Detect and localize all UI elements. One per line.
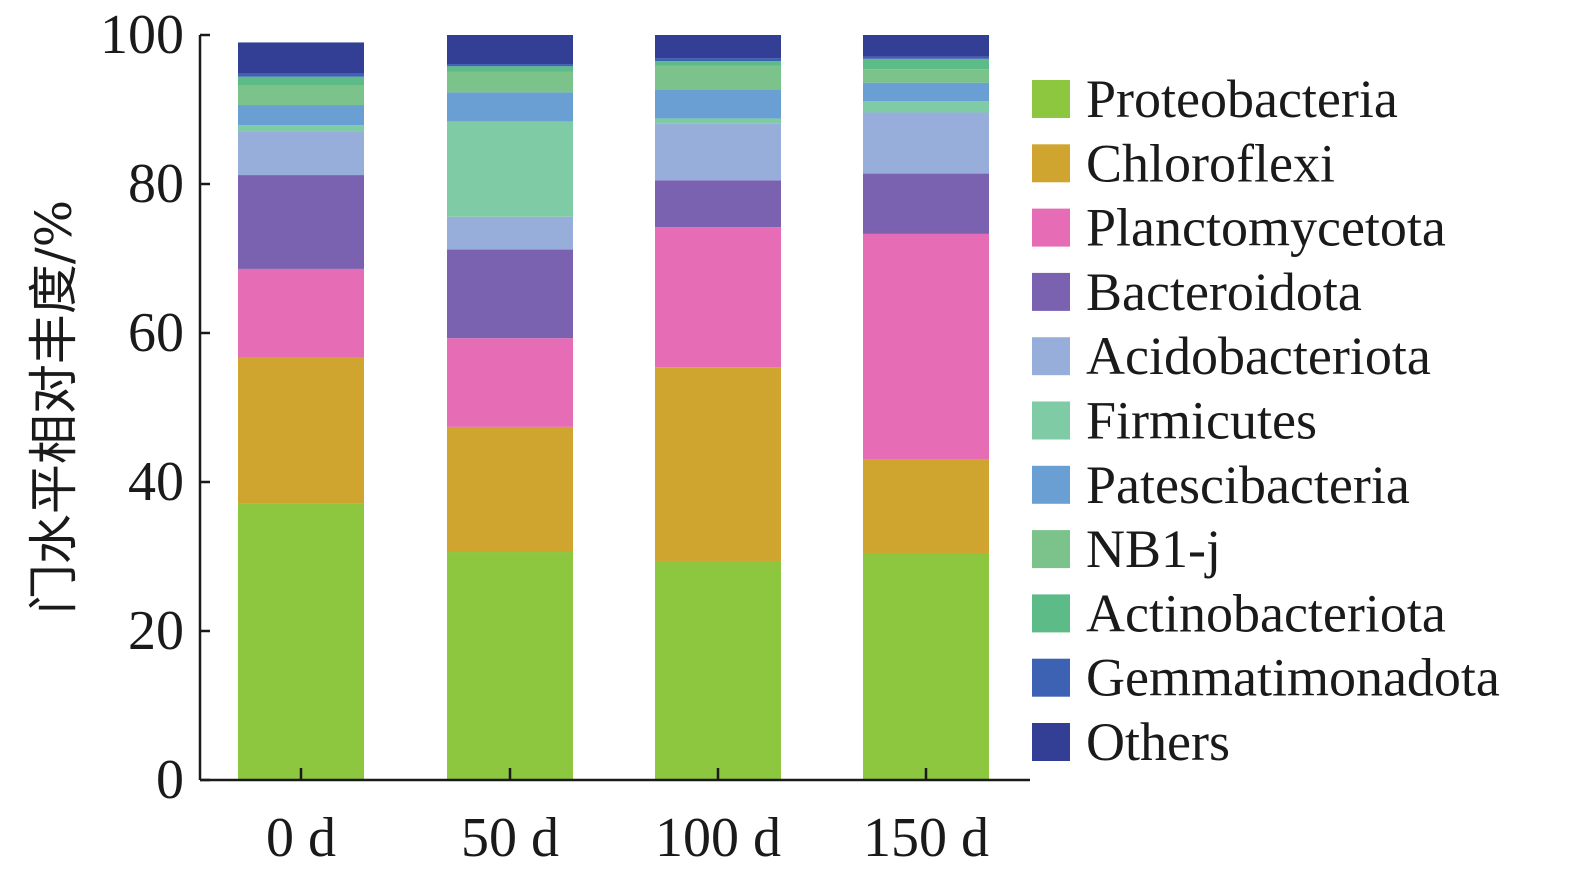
y-ticks-group: 0 20 40 60 80 100 [100,4,210,811]
x-tick-label-0: 0 d [266,807,336,869]
legend-swatch-firmicutes [1032,401,1070,440]
x-tick-label-1: 50 d [461,807,559,869]
legend-swatch-others [1032,723,1070,761]
legend-label-acidobacteriota: Acidobacteriota [1086,326,1431,386]
y-tick-label-0: 0 [156,749,184,811]
bar-segment-others-1 [447,35,573,65]
bar-segment-patescibacteria-1 [447,92,573,122]
bar-segment-proteobacteria-3 [863,553,989,780]
y-tick-label-4: 80 [128,153,184,215]
bar-segment-nb1-j-2 [655,65,781,90]
bar-segment-gemmatimonadota-2 [655,58,781,62]
legend-label-bacteroidota: Bacteroidota [1086,262,1362,322]
legend-label-nb1-j: NB1-j [1086,519,1221,579]
bar-segment-planctomycetota-3 [863,233,989,460]
bar-segment-nb1-j-1 [447,71,573,93]
bar-segment-firmicutes-2 [655,118,781,124]
y-tick-label-1: 20 [128,600,184,662]
bars-group [238,35,989,780]
bar-segment-others-3 [863,35,989,57]
bar-segment-acidobacteriota-1 [447,216,573,250]
bar-segment-nb1-j-3 [863,69,989,83]
bar-segment-bacteroidota-1 [447,249,573,339]
bar-segment-actinobacteriota-1 [447,66,573,72]
bar-segment-firmicutes-1 [447,121,573,217]
legend-swatch-proteobacteria [1032,80,1070,118]
bar-segment-bacteroidota-3 [863,173,989,234]
bar-segment-bacteroidota-2 [655,180,781,228]
bar-segment-firmicutes-3 [863,101,989,113]
bar-segment-bacteroidota-0 [238,175,364,269]
y-tick-label-3: 60 [128,302,184,364]
legend-swatch-nb1-j [1032,530,1070,569]
bar-segment-proteobacteria-2 [655,560,781,780]
bar-segment-chloroflexi-3 [863,459,989,554]
legend-label-patescibacteria: Patescibacteria [1086,455,1410,515]
legend-swatch-patescibacteria [1032,465,1070,504]
bar-segment-acidobacteriota-3 [863,112,989,174]
bar-segment-actinobacteriota-0 [238,76,364,86]
legend-label-gemmatimonadota: Gemmatimonadota [1086,648,1500,708]
legend-swatch-acidobacteriota [1032,337,1070,376]
bar-segment-others-2 [655,35,781,59]
bar-segment-patescibacteria-0 [238,105,364,126]
x-ticks-group: 0 d 50 d 100 d 150 d [266,768,989,869]
legend-swatch-gemmatimonadota [1032,658,1070,697]
bar-segment-others-0 [238,42,364,73]
legend-label-others: Others [1086,712,1230,772]
bar-segment-planctomycetota-1 [447,338,573,427]
bar-segment-gemmatimonadota-1 [447,64,573,67]
bar-segment-gemmatimonadota-3 [863,56,989,59]
legend-swatch-bacteroidota [1032,272,1070,311]
y-tick-label-2: 40 [128,451,184,513]
legend-label-firmicutes: Firmicutes [1086,391,1317,451]
bar-segment-firmicutes-0 [238,125,364,132]
bar-segment-nb1-j-0 [238,85,364,106]
bar-segment-actinobacteriota-2 [655,61,781,66]
legend-swatch-chloroflexi [1032,144,1070,183]
bar-segment-proteobacteria-0 [238,503,364,780]
legend-label-planctomycetota: Planctomycetota [1086,198,1446,258]
y-tick-label-5: 100 [100,4,184,66]
bar-segment-planctomycetota-0 [238,268,364,358]
bar-segment-acidobacteriota-2 [655,123,781,181]
bar-segment-gemmatimonadota-0 [238,72,364,77]
x-tick-label-3: 150 d [863,807,989,869]
x-tick-label-2: 100 d [655,807,781,869]
bar-segment-chloroflexi-2 [655,367,781,561]
bar-segment-planctomycetota-2 [655,227,781,368]
legend-label-chloroflexi: Chloroflexi [1086,133,1335,193]
y-axis-label: 门水平相对丰度/% [25,200,83,614]
bar-segment-proteobacteria-1 [447,552,573,780]
bar-segment-chloroflexi-1 [447,426,573,553]
bar-segment-chloroflexi-0 [238,357,364,504]
axes-group [198,35,1030,782]
bar-segment-actinobacteriota-3 [863,58,989,70]
legend: ProteobacteriaChloroflexiPlanctomycetota… [1032,69,1500,772]
legend-swatch-actinobacteriota [1032,594,1070,633]
legend-label-proteobacteria: Proteobacteria [1086,69,1398,129]
legend-swatch-planctomycetota [1032,208,1070,247]
legend-label-actinobacteriota: Actinobacteriota [1086,583,1446,643]
bar-segment-patescibacteria-2 [655,89,781,119]
bar-segment-patescibacteria-3 [863,82,989,102]
bar-segment-acidobacteriota-0 [238,131,364,176]
